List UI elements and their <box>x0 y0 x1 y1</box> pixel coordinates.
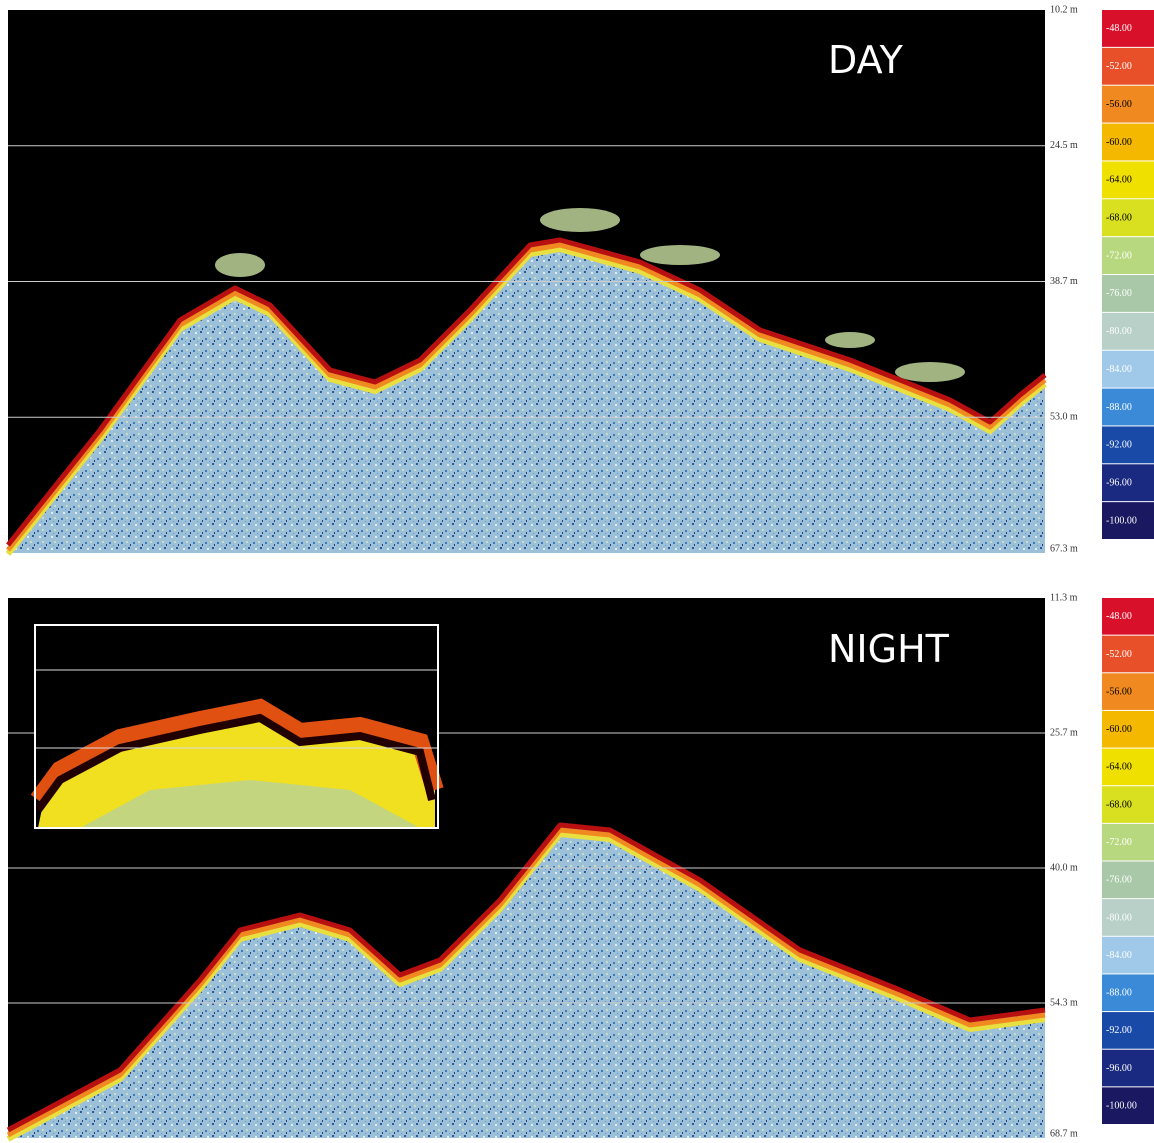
scale-label: -60.00 <box>1106 724 1132 735</box>
depth-label: 67.3 m <box>1050 543 1078 554</box>
depth-label: 38.7 m <box>1050 276 1078 287</box>
scale-cell <box>1102 275 1154 312</box>
scale-label: -76.00 <box>1106 875 1132 886</box>
depth-label: 11.3 m <box>1050 592 1078 603</box>
depth-lines <box>8 145 1045 1004</box>
depth-label: 68.7 m <box>1050 1128 1078 1139</box>
scale-cell <box>1102 710 1154 748</box>
day-bottom-echo <box>5 237 1047 556</box>
scale-cell <box>1102 1049 1154 1087</box>
scale-label: -68.00 <box>1106 799 1132 810</box>
scale-cell <box>1102 673 1154 710</box>
scale-label: -48.00 <box>1106 23 1132 34</box>
day-seabed <box>8 240 1045 553</box>
scale-label: -60.00 <box>1106 137 1132 148</box>
scale-cell <box>1102 786 1154 823</box>
panel-title: NIGHT <box>828 627 950 671</box>
scale-cell <box>1102 426 1154 464</box>
scale-label: -72.00 <box>1106 837 1132 848</box>
scale-cell <box>1102 161 1154 199</box>
scale-cell <box>1102 388 1154 426</box>
scale-label: -72.00 <box>1106 250 1132 261</box>
scale-label: -56.00 <box>1106 686 1132 697</box>
scale-label: -52.00 <box>1106 649 1132 660</box>
scale-cell <box>1102 237 1154 274</box>
scale-label: -80.00 <box>1106 912 1132 923</box>
scale-label: -92.00 <box>1106 1025 1132 1036</box>
scale-label: -68.00 <box>1106 213 1132 224</box>
depth-label: 40.0 m <box>1050 862 1078 873</box>
scale-label: -100.00 <box>1106 515 1137 526</box>
night-bottom-echo <box>6 822 1046 1142</box>
scale-cell <box>1102 635 1154 673</box>
scale-cell <box>1102 1012 1154 1049</box>
scale-label: -88.00 <box>1106 988 1132 999</box>
night-seabed <box>8 825 1045 1138</box>
scale-label: -96.00 <box>1106 1063 1132 1074</box>
scale-cell <box>1102 899 1154 936</box>
scale-cell <box>1102 936 1154 974</box>
scale-cell <box>1102 199 1154 237</box>
scale-cell <box>1102 47 1154 85</box>
scale-label: -84.00 <box>1106 950 1132 961</box>
depth-label: 54.3 m <box>1050 997 1078 1008</box>
scale-label: -76.00 <box>1106 288 1132 299</box>
scale-label: -64.00 <box>1106 762 1132 773</box>
scale-cell <box>1102 10 1154 47</box>
night-inset <box>30 624 444 829</box>
scale-label: -88.00 <box>1106 402 1132 413</box>
scale-label: -48.00 <box>1106 611 1132 622</box>
scale-label: -92.00 <box>1106 440 1132 451</box>
scale-cell <box>1102 502 1154 539</box>
scale-cell <box>1102 748 1154 786</box>
depth-label: 24.5 m <box>1050 140 1078 151</box>
scale-cell <box>1102 823 1154 861</box>
scale-cell <box>1102 350 1154 388</box>
scale-label: -64.00 <box>1106 175 1132 186</box>
scale-label: -100.00 <box>1106 1100 1137 1111</box>
scale-cell <box>1102 1087 1154 1124</box>
scale-cell <box>1102 123 1154 161</box>
scale-cell <box>1102 464 1154 502</box>
scale-cell <box>1102 598 1154 635</box>
depth-label: 53.0 m <box>1050 412 1078 423</box>
scale-label: -56.00 <box>1106 99 1132 110</box>
scale-label: -84.00 <box>1106 364 1132 375</box>
scale-cell <box>1102 974 1154 1012</box>
panel-title: DAY <box>828 38 904 82</box>
depth-label: 10.2 m <box>1050 4 1078 15</box>
day-fish-schools <box>215 208 965 382</box>
scale-cell <box>1102 861 1154 899</box>
scale-cell <box>1102 85 1154 123</box>
scale-cell <box>1102 312 1154 350</box>
scale-label: -52.00 <box>1106 61 1132 72</box>
depth-label: 25.7 m <box>1050 727 1078 738</box>
scale-label: -80.00 <box>1106 326 1132 337</box>
scale-label: -96.00 <box>1106 478 1132 489</box>
